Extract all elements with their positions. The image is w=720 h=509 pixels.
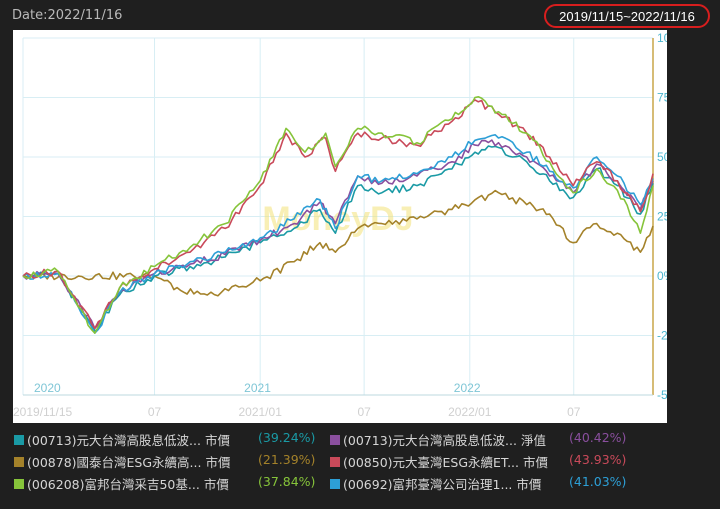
legend-item[interactable]: (00692)富邦臺灣公司治理1... 市價 bbox=[330, 474, 541, 493]
legend-item[interactable]: (00713)元大台灣高股息低波... 淨值 bbox=[330, 430, 546, 449]
legend-series-name: (00850)元大臺灣ESG永續ET... bbox=[343, 455, 520, 470]
legend-swatch bbox=[14, 478, 24, 489]
legend-series-name: (00878)國泰台灣ESG永續高... bbox=[27, 455, 202, 470]
legend-item[interactable]: (00878)國泰台灣ESG永續高... 市價 bbox=[14, 452, 230, 471]
series-line bbox=[22, 189, 654, 297]
x-tick-label: 07 bbox=[357, 405, 371, 419]
legend-swatch bbox=[14, 434, 24, 445]
series-line bbox=[22, 145, 654, 332]
legend-row: (006208)富邦台灣采吉50基... 市價 (37.84%) (00692)… bbox=[14, 474, 714, 496]
legend-return-pct: (39.24%) bbox=[258, 430, 316, 445]
y-tick-label: 100% bbox=[657, 31, 667, 45]
legend-series-type: 市價 bbox=[204, 433, 230, 448]
series-line bbox=[22, 134, 654, 334]
date-range-selector[interactable]: 2019/11/15~2022/11/16 bbox=[544, 4, 710, 28]
legend-swatch bbox=[330, 434, 340, 445]
legend-series-type: 市價 bbox=[203, 477, 229, 492]
legend-return-pct: (37.84%) bbox=[258, 474, 316, 489]
x-axis-labels: 2019/11/15 07 2021/01 07 2022/01 07 bbox=[13, 405, 581, 419]
year-label: 2021 bbox=[244, 381, 271, 395]
legend-return-pct: (43.93%) bbox=[569, 452, 627, 467]
series-line bbox=[22, 96, 654, 334]
chart-area[interactable]: MoneyDJ100%75%50%25%0%-25%-50%2020202120… bbox=[13, 30, 688, 423]
x-tick-label: 07 bbox=[148, 405, 162, 419]
legend-series-name: (00692)富邦臺灣公司治理1... bbox=[343, 477, 513, 492]
legend-series-name: (00713)元大台灣高股息低波... bbox=[27, 433, 201, 448]
legend-return-pct: (21.39%) bbox=[258, 452, 316, 467]
legend-return-pct: (40.42%) bbox=[569, 430, 627, 445]
legend-swatch bbox=[330, 456, 340, 467]
legend-item[interactable]: (00850)元大臺灣ESG永續ET... 市價 bbox=[330, 452, 548, 471]
x-tick-label: 07 bbox=[567, 405, 581, 419]
legend-series-type: 市價 bbox=[516, 477, 542, 492]
legend-row: (00713)元大台灣高股息低波... 市價 (39.24%) (00713)元… bbox=[14, 430, 714, 452]
legend-series-type: 市價 bbox=[205, 455, 231, 470]
legend-series-name: (006208)富邦台灣采吉50基... bbox=[27, 477, 200, 492]
line-chart[interactable]: MoneyDJ100%75%50%25%0%-25%-50%2020202120… bbox=[13, 30, 688, 423]
legend-swatch bbox=[330, 478, 340, 489]
legend-return-pct: (41.03%) bbox=[569, 474, 627, 489]
y-tick-label: 25% bbox=[657, 210, 667, 224]
x-tick-label: 2021/01 bbox=[238, 405, 282, 419]
y-tick-label: 50% bbox=[657, 150, 667, 164]
date-label: Date:2022/11/16 bbox=[12, 8, 123, 23]
legend-series-name: (00713)元大台灣高股息低波... bbox=[343, 433, 517, 448]
legend: (00713)元大台灣高股息低波... 市價 (39.24%) (00713)元… bbox=[14, 430, 714, 496]
year-label: 2022 bbox=[454, 381, 481, 395]
y-tick-label: 75% bbox=[657, 91, 667, 105]
legend-item[interactable]: (006208)富邦台灣采吉50基... 市價 bbox=[14, 474, 229, 493]
date-range-label: 2019/11/15~2022/11/16 bbox=[559, 8, 695, 24]
y-tick-label: -25% bbox=[657, 329, 667, 343]
legend-item[interactable]: (00713)元大台灣高股息低波... 市價 bbox=[14, 430, 230, 449]
year-label: 2020 bbox=[34, 381, 61, 395]
legend-series-type: 市價 bbox=[523, 455, 549, 470]
x-tick-label: 2019/11/15 bbox=[13, 405, 72, 419]
legend-series-type: 淨值 bbox=[520, 433, 546, 448]
x-tick-label: 2022/01 bbox=[448, 405, 492, 419]
legend-row: (00878)國泰台灣ESG永續高... 市價 (21.39%) (00850)… bbox=[14, 452, 714, 474]
legend-swatch bbox=[14, 456, 24, 467]
y-tick-label: 0% bbox=[657, 269, 667, 283]
